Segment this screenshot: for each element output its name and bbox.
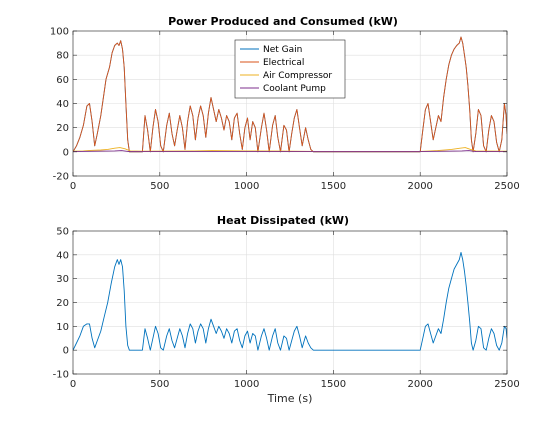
power-legend-label: Coolant Pump	[263, 84, 326, 94]
power-series-line-air-compressor	[73, 147, 507, 152]
heat-y-tick-label: 10	[56, 322, 69, 333]
power-x-tick-label: 2000	[407, 181, 432, 192]
heat-y-tick-label: 30	[56, 274, 69, 285]
power-y-tick-label: -20	[53, 172, 69, 183]
power-x-tick-label: 500	[150, 181, 169, 192]
heat-plot-title: Heat Dissipated (kW)	[217, 214, 349, 227]
power-y-tick-label: 0	[63, 147, 69, 158]
power-plot-title: Power Produced and Consumed (kW)	[168, 15, 398, 28]
power-legend: Net Gain Electrical Air Compressor Coolant …	[234, 39, 346, 99]
heat-y-tick-label: 0	[63, 346, 69, 357]
power-y-tick-label: 40	[56, 99, 69, 110]
heat-plot: Heat Dissipated (kW) Time (s) 0 500 1000 15…	[53, 214, 520, 405]
power-y-tick-label: 80	[56, 51, 69, 62]
heat-series-group	[73, 251, 507, 351]
power-y-tick-label: 100	[50, 27, 69, 38]
heat-x-tick-label: 500	[150, 379, 169, 390]
power-x-tick-label: 1000	[234, 181, 259, 192]
power-x-tick-label: 0	[70, 181, 76, 192]
power-series-line-electrical	[73, 36, 507, 153]
power-series-line-coolant-pump	[73, 150, 507, 153]
power-x-tick-label: 1500	[321, 181, 346, 192]
power-legend-label: Net Gain	[263, 45, 302, 55]
power-series-group	[73, 36, 507, 153]
power-plot: Power Produced and Consumed (kW) 0 500 100…	[50, 15, 520, 192]
heat-series-line-heat	[73, 251, 507, 351]
heat-x-tick-label: 1000	[234, 379, 259, 390]
power-x-tick-label: 2500	[494, 181, 519, 192]
heat-plot-xlabel: Time (s)	[267, 392, 313, 405]
power-y-tick-label: 60	[56, 75, 69, 86]
heat-y-tick-label: 50	[56, 227, 69, 238]
heat-y-tick-label: 20	[56, 298, 69, 309]
power-legend-label: Electrical	[263, 58, 304, 68]
heat-x-tick-label: 2500	[494, 379, 519, 390]
power-legend-label: Air Compressor	[263, 71, 332, 81]
heat-x-tick-label: 0	[70, 379, 76, 390]
heat-y-tick-label: -10	[53, 370, 69, 381]
heat-y-tick-label: 40	[56, 250, 69, 261]
power-y-tick-label: 20	[56, 123, 69, 134]
heat-x-tick-label: 2000	[407, 379, 432, 390]
heat-x-tick-label: 1500	[321, 379, 346, 390]
